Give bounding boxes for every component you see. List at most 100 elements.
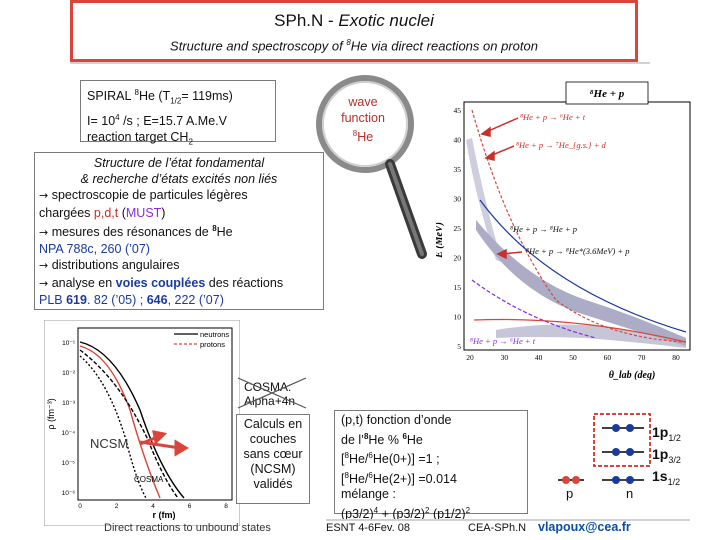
subtitle-pre: Structure and spectroscopy of bbox=[170, 38, 347, 54]
pt-l3: [8He/6He(0+)] =1 ; bbox=[341, 448, 521, 468]
orbital-diagram bbox=[558, 413, 651, 484]
pt-l2-mid: He % bbox=[368, 432, 403, 447]
beam-l2-post: /s ; E=15.7 A.Me.V bbox=[119, 113, 227, 128]
pt-l1: (p,t) fonction d’onde bbox=[341, 413, 521, 429]
density-frame bbox=[77, 327, 233, 501]
calculs-l4: (NCSM) bbox=[250, 462, 296, 476]
pt-l4-pre: [ bbox=[341, 471, 345, 486]
struct-l4-pdt: p,d,t bbox=[93, 205, 119, 220]
density-caption: Direct reactions to unbound states bbox=[104, 522, 271, 534]
beam-l1-post: He (T bbox=[138, 89, 171, 104]
lvl1-text: 1p bbox=[652, 424, 669, 440]
cosma-curve-label: COSMA bbox=[134, 475, 164, 484]
spectrum-arrows bbox=[480, 117, 523, 260]
spectrum-legend-title: ⁸He + p bbox=[590, 88, 625, 100]
pt-l6-sup2: 2 bbox=[425, 505, 430, 515]
ncsm-label: NCSM bbox=[90, 436, 129, 451]
struct-l7-text: distributions angulaires bbox=[48, 258, 180, 273]
arrow-icon: → bbox=[39, 225, 49, 239]
neutron-dot bbox=[612, 424, 620, 432]
orbital-highlight-box bbox=[593, 413, 651, 467]
wave-l3-sup: 8 bbox=[352, 129, 358, 138]
struct-l4-pre: chargées bbox=[39, 205, 94, 220]
struct-l8-pre: analyse en bbox=[48, 275, 116, 290]
spectrum-label-5: ⁸He + p → ⁶He + t bbox=[470, 336, 536, 346]
structure-text-box: Structure de l’état fondamental & recher… bbox=[34, 152, 324, 310]
density-yticks: 10⁻¹ 10⁻² 10⁻³ 10⁻⁴ 10⁻⁵ 10⁻⁶ bbox=[62, 340, 76, 497]
spectrum-xtick-label: 80 bbox=[672, 353, 680, 362]
density-ytick-label: 10⁻² bbox=[62, 370, 76, 377]
struct-l3-text: spectroscopie de particules légères bbox=[48, 188, 248, 203]
spectrum-yticks: 45 40 35 30 25 20 15 10 5 bbox=[454, 106, 462, 351]
magnifier-icon bbox=[316, 75, 427, 259]
pt-l4-sup: 8 bbox=[344, 470, 349, 480]
density-xtick-label: 4 bbox=[151, 503, 155, 510]
beam-l1-sup: 8 bbox=[134, 88, 139, 97]
calculs-l1: Calculs en bbox=[243, 417, 303, 431]
spectrum-label-1: ⁸He + p → ⁶He + t bbox=[520, 112, 586, 122]
neutron-dot bbox=[612, 448, 620, 456]
pt-l3-sup: 8 bbox=[344, 451, 349, 461]
density-xlabel: r (fm) bbox=[153, 510, 176, 520]
spectrum-xtick-label: 20 bbox=[466, 353, 474, 362]
struct-l8-post: des réactions bbox=[205, 275, 284, 290]
pt-l3-mid: He/ bbox=[348, 452, 369, 467]
proton-label: p bbox=[566, 486, 574, 501]
pt-l3-pre: [ bbox=[341, 452, 345, 467]
pt-l4: [8He/6He(2+)] =0.014 bbox=[341, 468, 521, 488]
lvl3-text: 1s bbox=[652, 468, 668, 484]
struct-line-8: → analyse en voies couplées des réaction… bbox=[39, 275, 319, 292]
arrow-icon: → bbox=[39, 189, 49, 203]
pt-l6: (p3/2)4 + (p3/2)2 (p1/2)2 bbox=[341, 503, 521, 523]
density-plot: neutrons protons COSMA ρ (fm⁻³) r (fm) 1… bbox=[44, 320, 240, 526]
beam-info-box: SPIRAL 8He (T1/2= 119ms) I= 104 /s ; E=1… bbox=[80, 80, 276, 146]
spectrum-xticks: 20 30 40 50 60 70 80 bbox=[466, 353, 680, 362]
pt-l4-sup2: 6 bbox=[368, 470, 373, 480]
struct-line-4: chargées p,d,t (MUST) bbox=[39, 205, 319, 221]
neutron-dot bbox=[626, 476, 634, 484]
spectrum-ytick-label: 45 bbox=[454, 106, 462, 115]
struct-line-5: → mesures des résonances de 8He bbox=[39, 221, 319, 241]
footer-email-link[interactable]: vlapoux@cea.fr bbox=[538, 520, 631, 534]
title-rule bbox=[70, 62, 650, 64]
density-ytick-label: 10⁻³ bbox=[62, 400, 76, 407]
calculs-l5: validés bbox=[253, 477, 293, 491]
beam-line-2: I= 104 /s ; E=15.7 A.Me.V bbox=[87, 110, 269, 129]
subtitle-post: He via direct reactions on proton bbox=[350, 38, 538, 54]
title-box: SPh.N - Exotic nuclei Structure and spec… bbox=[70, 0, 638, 62]
struct-line-6: NPA 788c, 260 (’07) bbox=[39, 242, 150, 257]
spectrum-ytick-label: 30 bbox=[454, 195, 462, 204]
lvl3-sub: 1/2 bbox=[667, 476, 681, 487]
density-ytick-label: 10⁻¹ bbox=[62, 340, 76, 347]
struct-l9-b2: 646 bbox=[146, 292, 168, 307]
density-ytick-label: 10⁻⁵ bbox=[62, 460, 76, 467]
pt-l6-mid: + (p3/2) bbox=[378, 507, 426, 522]
spectrum-label-4: ⁸He + p → ⁸He*(3.6MeV) + p bbox=[526, 246, 630, 256]
cosma-label: COSMA: Alpha+4n bbox=[244, 380, 295, 408]
density-curves bbox=[79, 341, 185, 499]
spectrum-ytick-label: 10 bbox=[454, 313, 462, 322]
neutron-dot bbox=[626, 424, 634, 432]
wave-l2: function bbox=[341, 111, 385, 125]
beam-l1-sub: 1/2 bbox=[170, 96, 182, 106]
legend-protons: protons bbox=[200, 340, 225, 349]
wave-function-label: wave function 8He bbox=[330, 94, 396, 145]
pt-l4-mid: He/ bbox=[348, 471, 369, 486]
struct-l5-post: He bbox=[216, 224, 233, 239]
footer-conference: ESNT 4-6Fev. 08 bbox=[326, 522, 410, 534]
spectrum-ytick-label: 20 bbox=[454, 254, 462, 263]
wave-l3-post: He bbox=[357, 130, 374, 145]
beam-l3-sub: 2 bbox=[188, 137, 193, 147]
kinematics-spectrum-plot: ⁸He + p ⁸He + p → ⁶He + t ⁸He + p → ⁷He_… bbox=[436, 81, 691, 380]
beam-l1-pre: SPIRAL bbox=[87, 89, 135, 104]
cosma-l1: COSMA: bbox=[244, 380, 292, 394]
density-ylabel: ρ (fm⁻³) bbox=[46, 398, 56, 429]
density-xtick-label: 0 bbox=[78, 503, 82, 510]
level-1p12-label: 1p1/2 bbox=[652, 424, 681, 443]
spectrum-xtick-label: 40 bbox=[535, 353, 543, 362]
struct-line-2: & recherche d’états excités non liés bbox=[80, 172, 278, 187]
spectrum-ytick-label: 25 bbox=[454, 224, 462, 233]
pt-l2: de l’8He % 6He bbox=[341, 429, 521, 449]
pt-l6-pre: (p3/2) bbox=[341, 507, 374, 522]
struct-line-1: Structure de l’état fondamental bbox=[93, 156, 265, 170]
